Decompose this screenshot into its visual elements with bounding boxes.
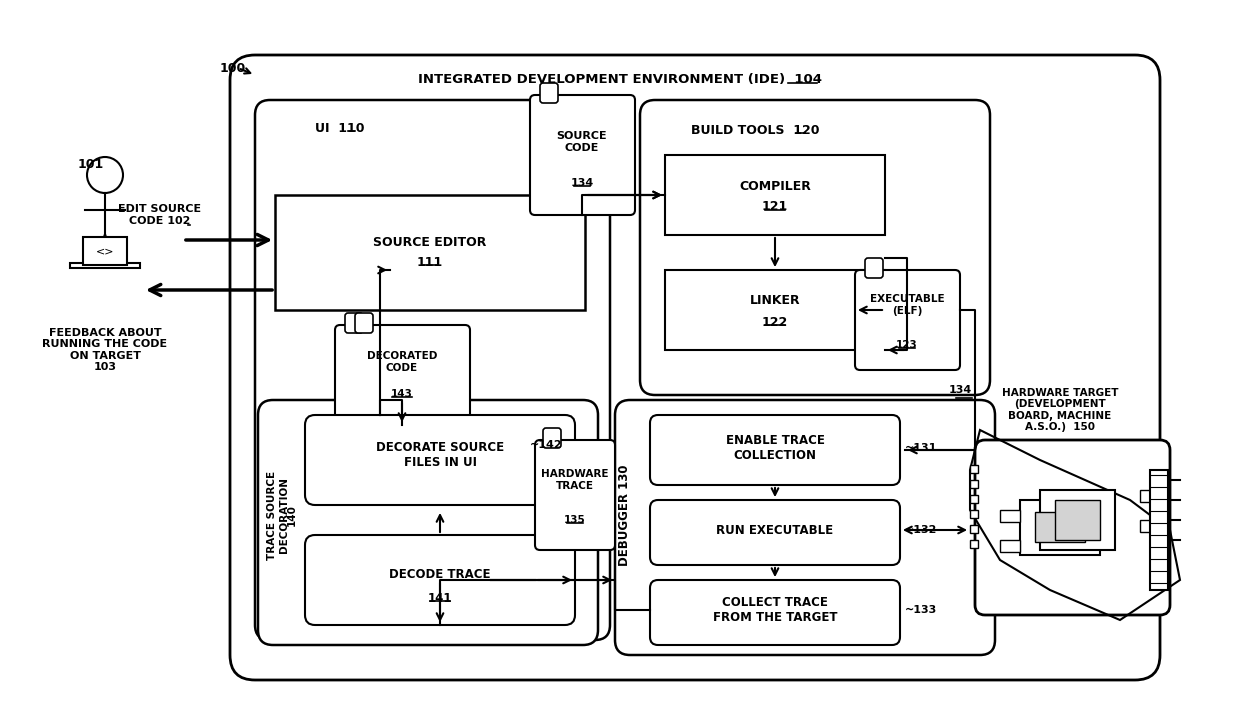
Text: DECORATE SOURCE
FILES IN UI: DECORATE SOURCE FILES IN UI — [376, 441, 505, 469]
Text: SOURCE EDITOR: SOURCE EDITOR — [373, 236, 486, 248]
Text: ~132: ~132 — [905, 525, 937, 535]
FancyBboxPatch shape — [1035, 512, 1085, 542]
Text: DEBUGGER 130: DEBUGGER 130 — [618, 465, 631, 566]
Text: DECODE TRACE: DECODE TRACE — [389, 569, 491, 582]
Text: <>: <> — [95, 246, 114, 256]
FancyBboxPatch shape — [305, 415, 575, 505]
FancyBboxPatch shape — [258, 400, 598, 645]
Text: 135: 135 — [564, 515, 585, 525]
FancyBboxPatch shape — [1149, 470, 1168, 590]
FancyBboxPatch shape — [970, 525, 978, 533]
FancyBboxPatch shape — [970, 510, 978, 518]
Text: COLLECT TRACE
FROM THE TARGET: COLLECT TRACE FROM THE TARGET — [713, 596, 837, 624]
Text: 143: 143 — [391, 389, 413, 399]
Text: FEEDBACK ABOUT
RUNNING THE CODE
ON TARGET
103: FEEDBACK ABOUT RUNNING THE CODE ON TARGE… — [42, 327, 167, 373]
FancyBboxPatch shape — [999, 510, 1021, 522]
FancyBboxPatch shape — [1040, 490, 1115, 550]
FancyBboxPatch shape — [970, 540, 978, 548]
Text: HARDWARE TARGET
(DEVELOPMENT
BOARD, MACHINE
A.S.O.)  150: HARDWARE TARGET (DEVELOPMENT BOARD, MACH… — [1002, 388, 1118, 432]
FancyBboxPatch shape — [355, 313, 373, 333]
FancyBboxPatch shape — [305, 535, 575, 625]
FancyBboxPatch shape — [83, 237, 126, 265]
FancyBboxPatch shape — [866, 258, 883, 278]
Text: RUN EXECUTABLE: RUN EXECUTABLE — [717, 523, 833, 536]
FancyBboxPatch shape — [650, 580, 900, 645]
FancyBboxPatch shape — [335, 325, 470, 425]
FancyBboxPatch shape — [1055, 500, 1100, 540]
Text: 140: 140 — [286, 504, 298, 526]
FancyBboxPatch shape — [999, 540, 1021, 552]
FancyBboxPatch shape — [665, 270, 885, 350]
FancyBboxPatch shape — [615, 400, 994, 655]
Text: 100: 100 — [219, 62, 247, 75]
Text: 101: 101 — [78, 159, 104, 172]
Text: LINKER: LINKER — [750, 294, 800, 307]
FancyBboxPatch shape — [650, 415, 900, 485]
Text: 111: 111 — [417, 256, 443, 269]
Text: UI  110: UI 110 — [315, 121, 365, 134]
FancyBboxPatch shape — [650, 500, 900, 565]
Text: DECORATED
CODE: DECORATED CODE — [367, 351, 438, 373]
Text: 122: 122 — [761, 315, 789, 329]
Text: 121: 121 — [761, 200, 789, 213]
FancyBboxPatch shape — [275, 195, 585, 310]
FancyBboxPatch shape — [856, 270, 960, 370]
Text: BUILD TOOLS  120: BUILD TOOLS 120 — [691, 123, 820, 136]
Text: SOURCE
CODE: SOURCE CODE — [557, 131, 608, 153]
Text: HARDWARE
TRACE: HARDWARE TRACE — [541, 469, 609, 491]
FancyBboxPatch shape — [529, 95, 635, 215]
FancyBboxPatch shape — [345, 313, 363, 333]
FancyBboxPatch shape — [229, 55, 1159, 680]
FancyBboxPatch shape — [255, 100, 610, 640]
Text: TRACE SOURCE
DECORATION: TRACE SOURCE DECORATION — [267, 470, 289, 559]
Text: COMPILER: COMPILER — [739, 180, 811, 192]
Text: EDIT SOURCE
CODE 102: EDIT SOURCE CODE 102 — [119, 204, 202, 225]
FancyBboxPatch shape — [1021, 500, 1100, 555]
Text: 134: 134 — [949, 385, 972, 395]
FancyBboxPatch shape — [69, 263, 140, 268]
FancyBboxPatch shape — [970, 495, 978, 503]
Text: INTEGRATED DEVELOPMENT ENVIRONMENT (IDE)  104: INTEGRATED DEVELOPMENT ENVIRONMENT (IDE)… — [418, 73, 822, 86]
FancyBboxPatch shape — [970, 465, 978, 473]
Text: ~133: ~133 — [905, 605, 937, 615]
Text: 123: 123 — [897, 340, 918, 350]
Text: ~142: ~142 — [529, 440, 563, 450]
FancyBboxPatch shape — [534, 440, 615, 550]
Text: 134: 134 — [570, 178, 594, 188]
FancyBboxPatch shape — [665, 155, 885, 235]
Text: EXECUTABLE
(ELF): EXECUTABLE (ELF) — [869, 294, 945, 316]
Text: 141: 141 — [428, 592, 453, 605]
FancyBboxPatch shape — [975, 440, 1171, 615]
FancyBboxPatch shape — [543, 428, 560, 448]
FancyBboxPatch shape — [539, 83, 558, 103]
FancyBboxPatch shape — [1140, 490, 1159, 502]
FancyBboxPatch shape — [970, 480, 978, 488]
Text: ~131: ~131 — [905, 443, 937, 453]
FancyBboxPatch shape — [1140, 520, 1159, 532]
FancyBboxPatch shape — [640, 100, 990, 395]
Text: ENABLE TRACE
COLLECTION: ENABLE TRACE COLLECTION — [725, 434, 825, 462]
